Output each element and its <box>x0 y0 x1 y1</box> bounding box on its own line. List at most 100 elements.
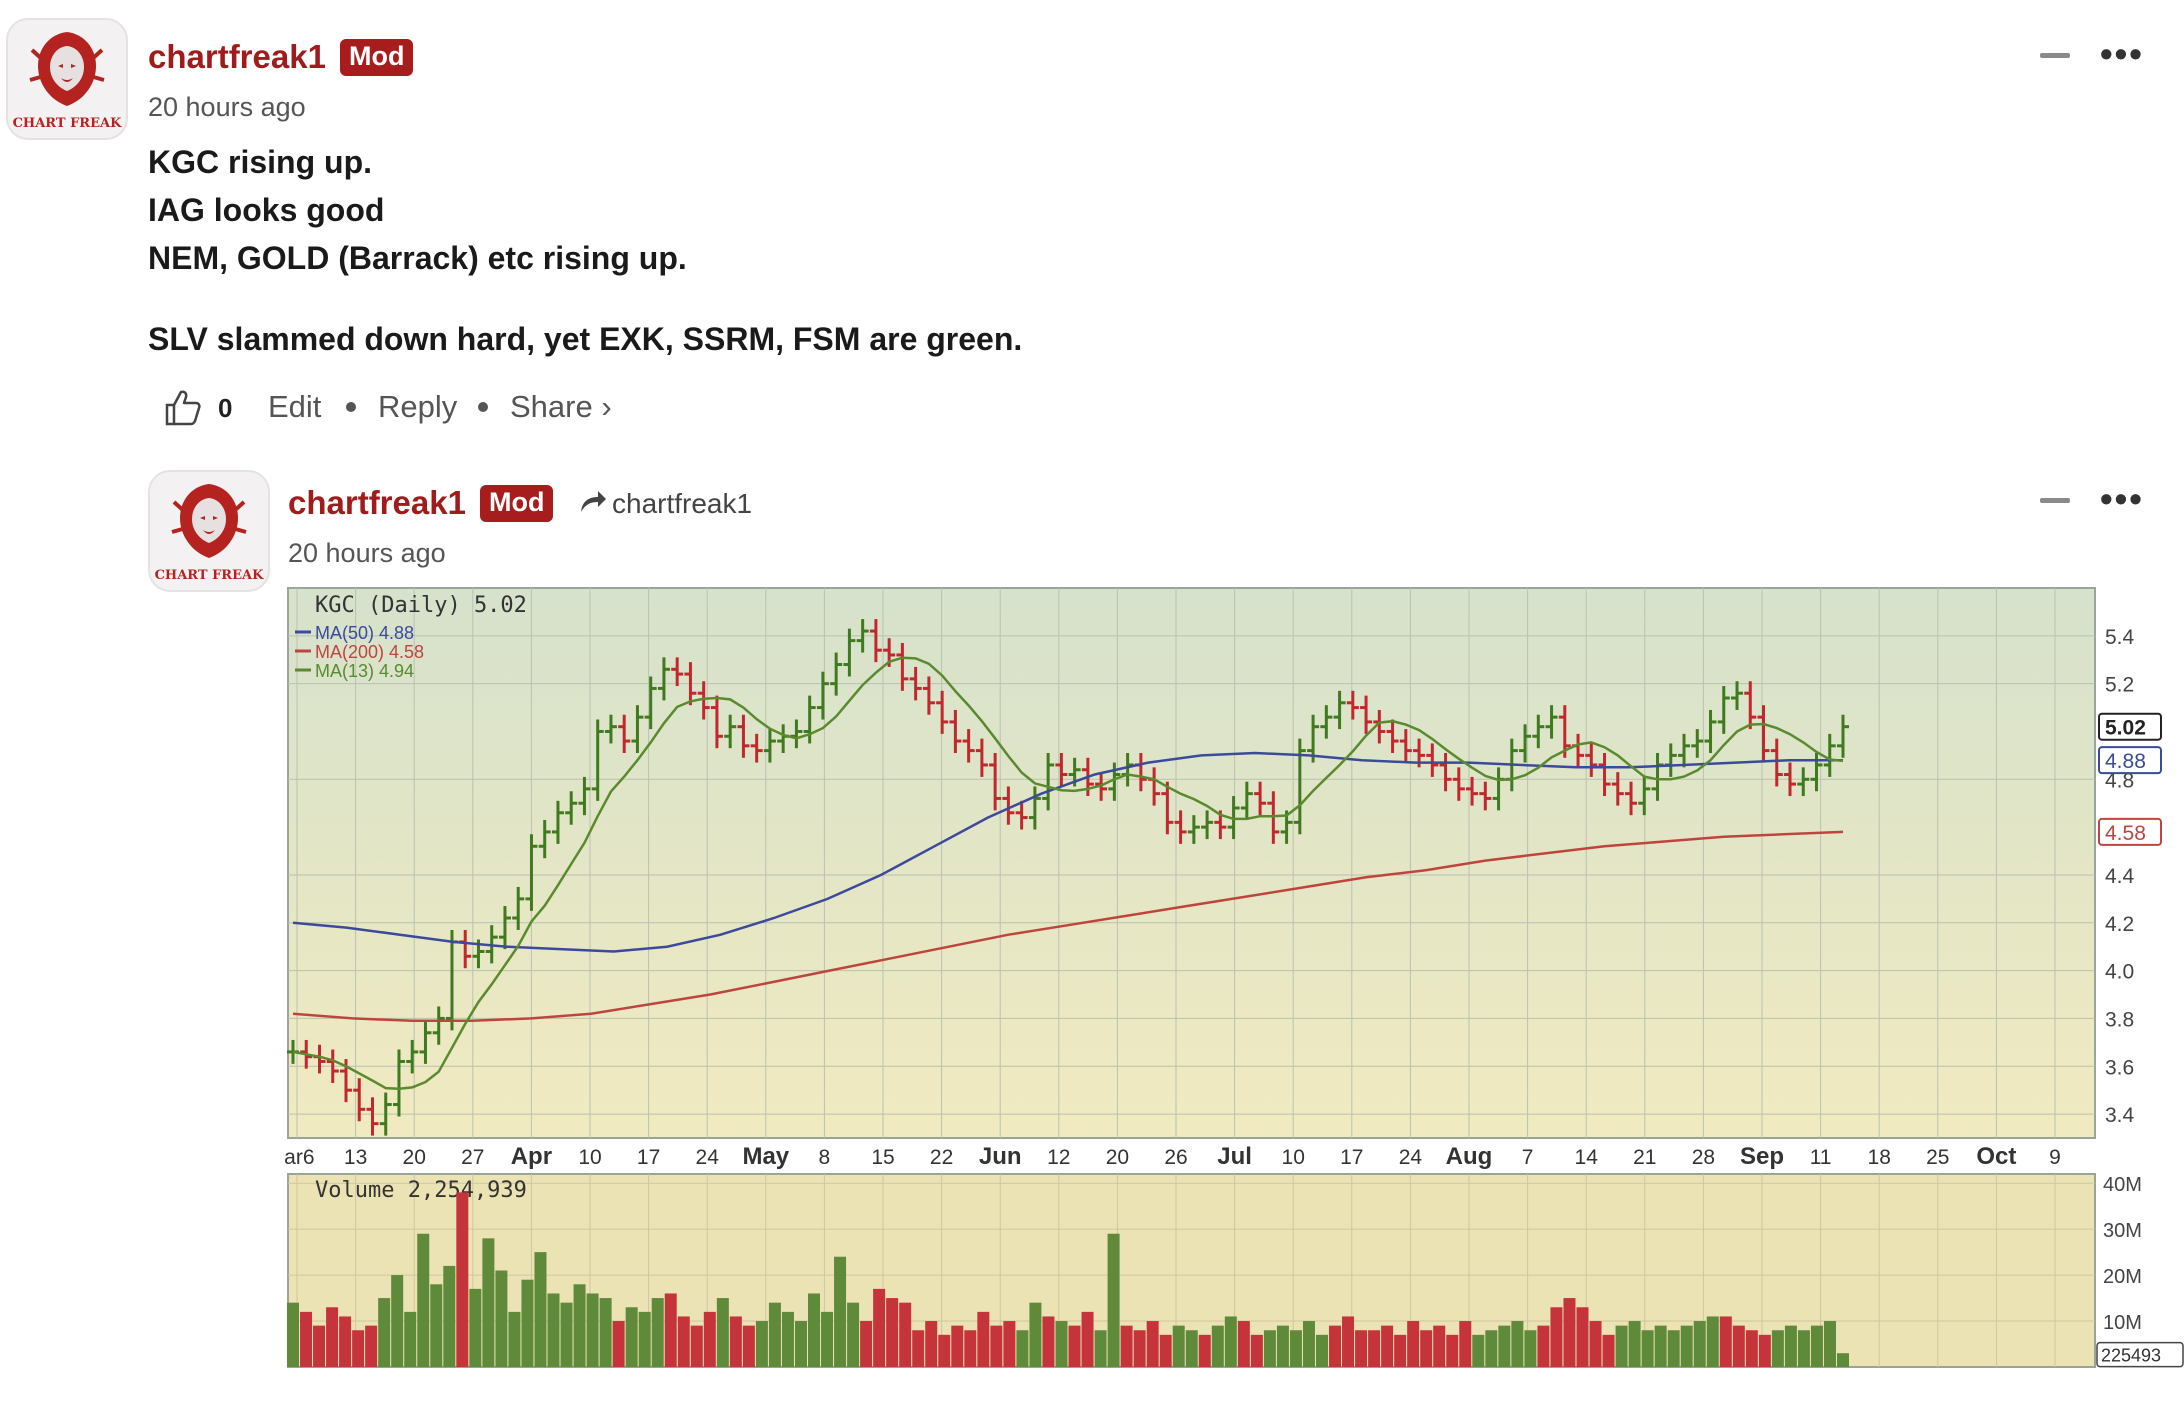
volume-bar <box>1641 1330 1654 1367</box>
volume-bar <box>1485 1330 1498 1367</box>
volume-bar <box>1068 1325 1081 1367</box>
mod-badge: Mod <box>340 39 414 76</box>
volume-bar <box>834 1256 847 1367</box>
volume-bar <box>1289 1330 1302 1367</box>
volume-bar <box>1329 1325 1342 1367</box>
volume-bar <box>1055 1321 1068 1367</box>
volume-bar <box>534 1252 547 1367</box>
price-tick-label: 4.4 <box>2105 865 2135 888</box>
avatar[interactable]: CHART FREAK <box>148 470 270 592</box>
volume-bar <box>886 1298 899 1367</box>
username[interactable]: chartfreak1 <box>288 484 466 521</box>
volume-tick-label: 20M <box>2103 1266 2142 1288</box>
x-tick-label: 24 <box>1399 1146 1423 1169</box>
x-tick-label: 17 <box>1340 1146 1363 1169</box>
volume-bar <box>417 1233 430 1367</box>
comment-body: KGC rising up. IAG looks good NEM, GOLD … <box>148 138 1022 363</box>
volume-bar <box>1719 1316 1732 1367</box>
reply-to-user[interactable]: chartfreak1 <box>612 488 753 519</box>
volume-bar <box>703 1311 716 1367</box>
volume-bar <box>378 1298 391 1367</box>
legend-entry: MA(50) 4.88 <box>315 623 414 643</box>
volume-bar <box>925 1321 938 1367</box>
avatar-caption: CHART FREAK <box>154 568 264 583</box>
x-tick-label: Apr <box>511 1143 552 1170</box>
comment-line: KGC rising up. <box>148 144 372 180</box>
volume-bar <box>1342 1316 1355 1367</box>
price-badge <box>2098 746 2162 775</box>
x-tick-label: 11 <box>1810 1146 1832 1169</box>
lion-logo-icon <box>171 484 247 558</box>
price-tick-label: 5.4 <box>2105 626 2135 649</box>
reply-button[interactable]: Reply <box>378 389 458 424</box>
timestamp[interactable]: 20 hours ago <box>288 538 446 568</box>
volume-bar <box>1563 1298 1576 1367</box>
volume-bar <box>1693 1321 1706 1367</box>
volume-bar <box>573 1284 586 1367</box>
x-tick-label: 12 <box>1047 1146 1070 1169</box>
chart-image[interactable]: lar6 13 20 27 Apr 10 17 24 May 8 15 22 Jun 12 20 26 Jul 1… <box>279 582 2184 1372</box>
volume-bar <box>1302 1321 1315 1367</box>
edit-button[interactable]: Edit <box>268 389 322 424</box>
lion-logo-icon <box>29 32 105 106</box>
volume-bar <box>873 1288 886 1367</box>
volume-bar <box>1042 1316 1055 1367</box>
volume-bar <box>781 1311 794 1367</box>
volume-bar <box>951 1325 964 1367</box>
x-tick-label: 27 <box>461 1146 484 1169</box>
volume-bar <box>1315 1334 1328 1367</box>
volume-bar <box>1745 1330 1758 1367</box>
x-tick-label: 8 <box>819 1146 831 1169</box>
volume-bar <box>1654 1325 1667 1367</box>
volume-tick-label: 10M <box>2103 1312 2142 1334</box>
volume-bar <box>1237 1321 1250 1367</box>
volume-bar <box>1224 1316 1237 1367</box>
collapse-icon[interactable] <box>2040 53 2070 58</box>
volume-bar <box>1146 1321 1159 1367</box>
more-icon[interactable]: ••• <box>2100 478 2144 519</box>
share-button[interactable]: Share › <box>510 389 612 424</box>
volume-bar <box>1537 1325 1550 1367</box>
like-icon[interactable] <box>163 388 203 428</box>
timestamp[interactable]: 20 hours ago <box>148 92 306 122</box>
x-tick-label: 15 <box>871 1146 894 1169</box>
x-tick-label: 14 <box>1575 1146 1599 1169</box>
x-tick-label: 20 <box>403 1146 426 1169</box>
avatar[interactable]: CHART FREAK <box>6 18 128 140</box>
volume-bar <box>808 1293 821 1367</box>
volume-bar <box>430 1284 443 1367</box>
collapse-icon[interactable] <box>2040 498 2070 503</box>
volume-bar <box>443 1265 456 1367</box>
volume-tick-label: 40M <box>2103 1174 2142 1196</box>
volume-bar <box>495 1270 508 1367</box>
volume-bar <box>742 1325 755 1367</box>
mod-badge: Mod <box>480 485 554 522</box>
volume-bar <box>300 1311 313 1367</box>
username[interactable]: chartfreak1 <box>148 38 326 75</box>
volume-bar <box>1394 1334 1407 1367</box>
price-tick-label: 4.0 <box>2105 961 2134 984</box>
volume-bar <box>1602 1334 1615 1367</box>
volume-bar <box>821 1311 834 1367</box>
volume-bar <box>1797 1330 1810 1367</box>
price-badge <box>2098 817 2162 846</box>
comment-line: NEM, GOLD (Barrack) etc rising up. <box>148 240 687 276</box>
volume-bar <box>521 1279 534 1367</box>
volume-bar <box>1107 1233 1120 1367</box>
price-tick-label: 4.2 <box>2105 913 2134 936</box>
volume-bar <box>977 1311 990 1367</box>
volume-bar <box>651 1298 664 1367</box>
x-tick-label: 28 <box>1692 1146 1715 1169</box>
volume-bar <box>313 1325 326 1367</box>
volume-bar <box>508 1311 521 1367</box>
more-icon[interactable]: ••• <box>2100 33 2144 74</box>
volume-bar <box>1094 1330 1107 1367</box>
volume-bar <box>1472 1334 1485 1367</box>
volume-bar <box>1524 1330 1537 1367</box>
volume-bar <box>1823 1321 1836 1367</box>
volume-label: Volume 2,254,939 <box>315 1178 527 1203</box>
volume-bar <box>625 1307 638 1367</box>
x-tick-label: 18 <box>1868 1146 1891 1169</box>
volume-bar <box>1589 1321 1602 1367</box>
volume-bar <box>547 1293 560 1367</box>
